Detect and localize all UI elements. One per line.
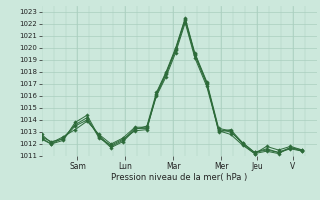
X-axis label: Pression niveau de la mer( hPa ): Pression niveau de la mer( hPa ) xyxy=(111,173,247,182)
